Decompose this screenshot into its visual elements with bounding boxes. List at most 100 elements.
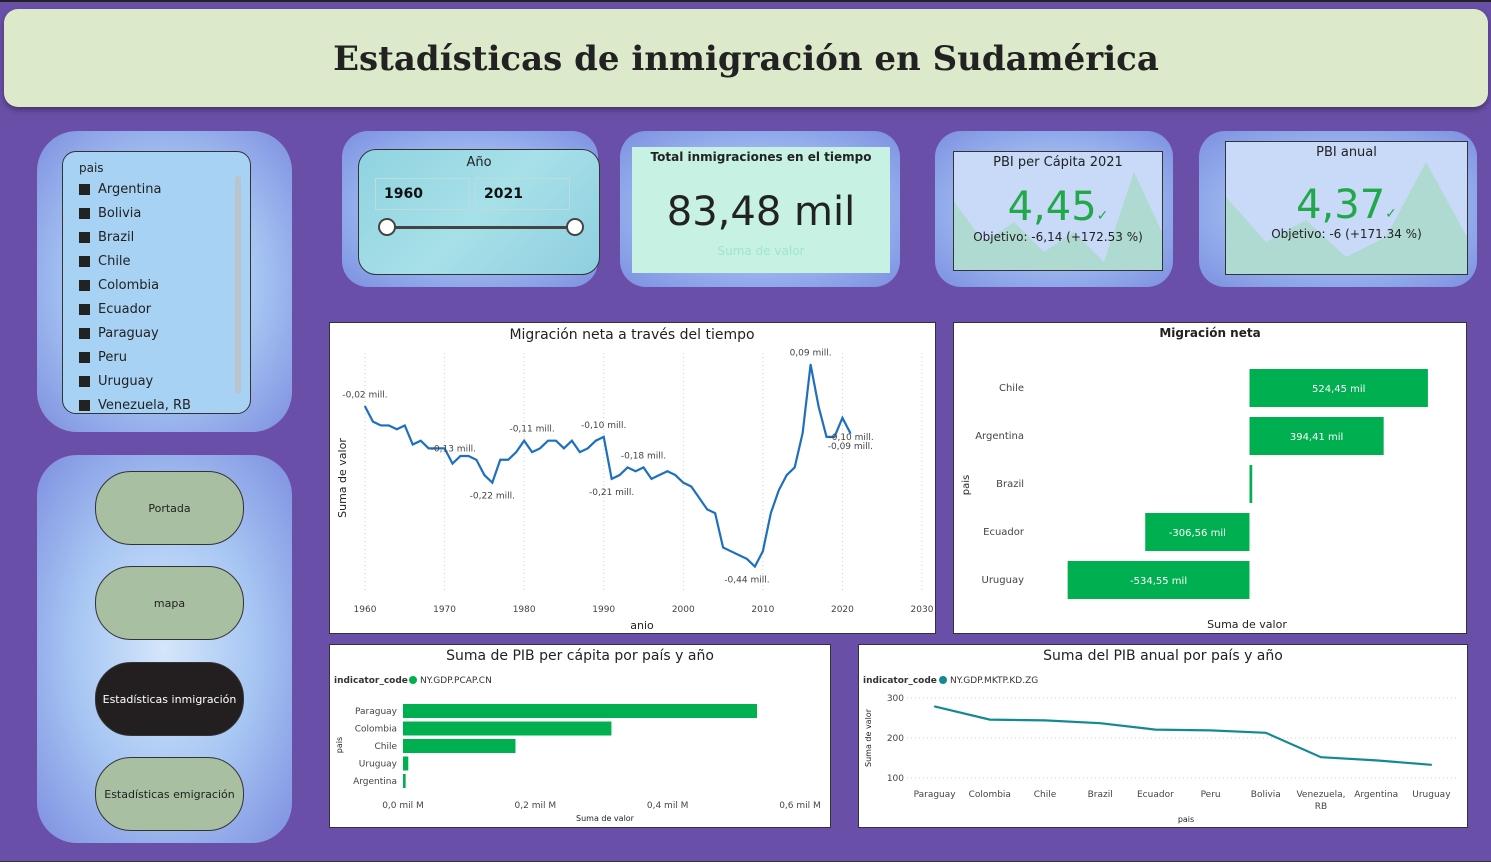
nav-portada-button[interactable]: Portada: [95, 471, 244, 545]
data-point: [594, 439, 597, 442]
checkbox-icon[interactable]: [79, 399, 90, 411]
checkbox-icon[interactable]: [79, 231, 90, 243]
gdp-per-capita-chart[interactable]: Suma de PIB per cápita por país y año ind…: [329, 644, 831, 828]
nav-mapa-button[interactable]: mapa: [95, 566, 244, 640]
bar: [403, 774, 406, 788]
year-range-end-handle[interactable]: [566, 218, 584, 236]
bar: [1249, 465, 1253, 503]
year-from-input[interactable]: 1960: [375, 178, 470, 210]
data-label: -0,10 mill.: [829, 433, 874, 443]
y-axis-label: Suma de valor: [336, 438, 349, 518]
nav-emigracion-button[interactable]: Estadísticas emigración: [95, 757, 244, 831]
year-to-input[interactable]: 2021: [475, 178, 570, 210]
data-point: [515, 451, 517, 453]
data-point: [1320, 756, 1322, 758]
data-point: [531, 451, 533, 453]
y-tick-label: 100: [887, 774, 904, 784]
slicer-item[interactable]: Bolivia: [79, 203, 141, 223]
data-point: [626, 466, 629, 469]
data-point: [403, 424, 406, 427]
x-tick-label: Uruguay: [1412, 790, 1451, 800]
checkbox-icon[interactable]: [79, 279, 90, 291]
x-tick-label: Venezuela, RB: [1296, 790, 1345, 812]
year-range-track[interactable]: [387, 226, 575, 229]
data-point: [427, 447, 430, 450]
x-tick-label: 2010: [751, 605, 774, 615]
country-slicer[interactable]: pais Argentina Bolivia Brazil Chile Colombia…: [62, 151, 251, 414]
x-tick-label: 2000: [672, 605, 695, 615]
data-point: [706, 508, 708, 511]
data-label: -0,22 mill.: [470, 492, 515, 502]
pbi-capita-sparkline: [954, 172, 1162, 270]
pbi-capita-title: PBI per Cápita 2021: [993, 155, 1123, 170]
category-label: Chile: [374, 742, 397, 752]
y-tick-label: 300: [887, 694, 904, 704]
bar: [403, 756, 409, 771]
pbi-anual-sparkline: [1226, 162, 1467, 274]
category-label: Argentina: [353, 777, 397, 787]
x-tick-label: 1990: [592, 605, 615, 615]
data-point: [483, 474, 486, 476]
bar: [403, 739, 516, 753]
data-point: [1099, 722, 1101, 724]
data-point: [841, 417, 844, 419]
checkbox-icon[interactable]: [79, 351, 90, 363]
slicer-item[interactable]: Brazil: [79, 227, 134, 247]
x-axis-label: Suma de valor: [576, 814, 635, 823]
slicer-item[interactable]: Uruguay: [79, 371, 153, 391]
y-tick-label: 200: [887, 734, 904, 744]
data-label: -534,55 mil: [1130, 576, 1187, 587]
chart-title: Suma del PIB anual por país y año: [1043, 648, 1283, 664]
checkbox-icon[interactable]: [79, 303, 90, 315]
net-migration-country-chart[interactable]: Migración neta pais Suma de valor Chile 524,…: [953, 322, 1467, 634]
slicer-item-label: Argentina: [98, 181, 162, 197]
year-slicer-label: Año: [466, 155, 492, 170]
header-banner: Estadísticas de inmigración en Sudaméric…: [4, 9, 1488, 107]
pbi-capita-kpi: PBI per Cápita 2021 4,45✓ Objetivo: -6,1…: [953, 151, 1163, 271]
checkbox-icon[interactable]: [79, 207, 90, 219]
data-point: [785, 474, 788, 476]
data-point: [762, 550, 764, 553]
slicer-item-label: Brazil: [98, 229, 135, 245]
bar: [1249, 417, 1384, 455]
bar: [1145, 513, 1250, 551]
data-point: [364, 405, 366, 408]
data-point: [499, 458, 502, 461]
data-point: [539, 447, 541, 450]
data-point: [817, 405, 820, 408]
data-point: [746, 558, 748, 560]
bar: [403, 704, 757, 718]
chart-title: Suma de PIB per cápita por país y año: [446, 648, 714, 664]
data-point: [1430, 764, 1433, 766]
x-axis-label: anio: [630, 619, 654, 632]
checkbox-icon[interactable]: [79, 183, 90, 195]
net-migration-time-chart[interactable]: Migración neta a través del tiempo 1960 19…: [329, 322, 936, 634]
data-point: [666, 470, 669, 473]
series-line: [364, 364, 852, 569]
slicer-item[interactable]: Chile: [79, 251, 131, 271]
year-slicer[interactable]: Año 1960 2021: [358, 149, 600, 275]
checkbox-icon[interactable]: [79, 255, 90, 267]
gdp-annual-chart[interactable]: Suma del PIB anual por país y año indicat…: [858, 644, 1468, 828]
x-axis-label: pais: [1178, 815, 1194, 824]
slicer-item[interactable]: Peru: [79, 347, 127, 367]
pbi-capita-target: Objetivo: -6,14 (+172.53 %): [973, 230, 1143, 244]
year-range-start-handle[interactable]: [378, 218, 396, 236]
data-point: [372, 420, 374, 423]
slicer-item[interactable]: Argentina: [79, 179, 161, 199]
slicer-item[interactable]: Colombia: [79, 275, 159, 295]
slicer-item[interactable]: Venezuela, RB: [79, 395, 191, 413]
checkbox-icon[interactable]: [79, 375, 90, 387]
slicer-item[interactable]: Ecuador: [79, 299, 151, 319]
slicer-item[interactable]: Paraguay: [79, 323, 159, 343]
checkbox-icon[interactable]: [79, 327, 90, 339]
data-label: 524,45 mil: [1312, 384, 1365, 395]
category-label: Argentina: [975, 431, 1024, 442]
data-label: -0,09 mill.: [828, 442, 873, 452]
data-point: [989, 718, 991, 721]
x-tick-label: 1980: [513, 605, 536, 615]
slicer-item-label: Bolivia: [98, 205, 142, 221]
nav-inmigracion-button[interactable]: Estadísticas inmigración: [95, 662, 244, 736]
slicer-scrollbar[interactable]: [235, 176, 241, 394]
pbi-capita-value-text: 4,45: [1007, 184, 1097, 230]
